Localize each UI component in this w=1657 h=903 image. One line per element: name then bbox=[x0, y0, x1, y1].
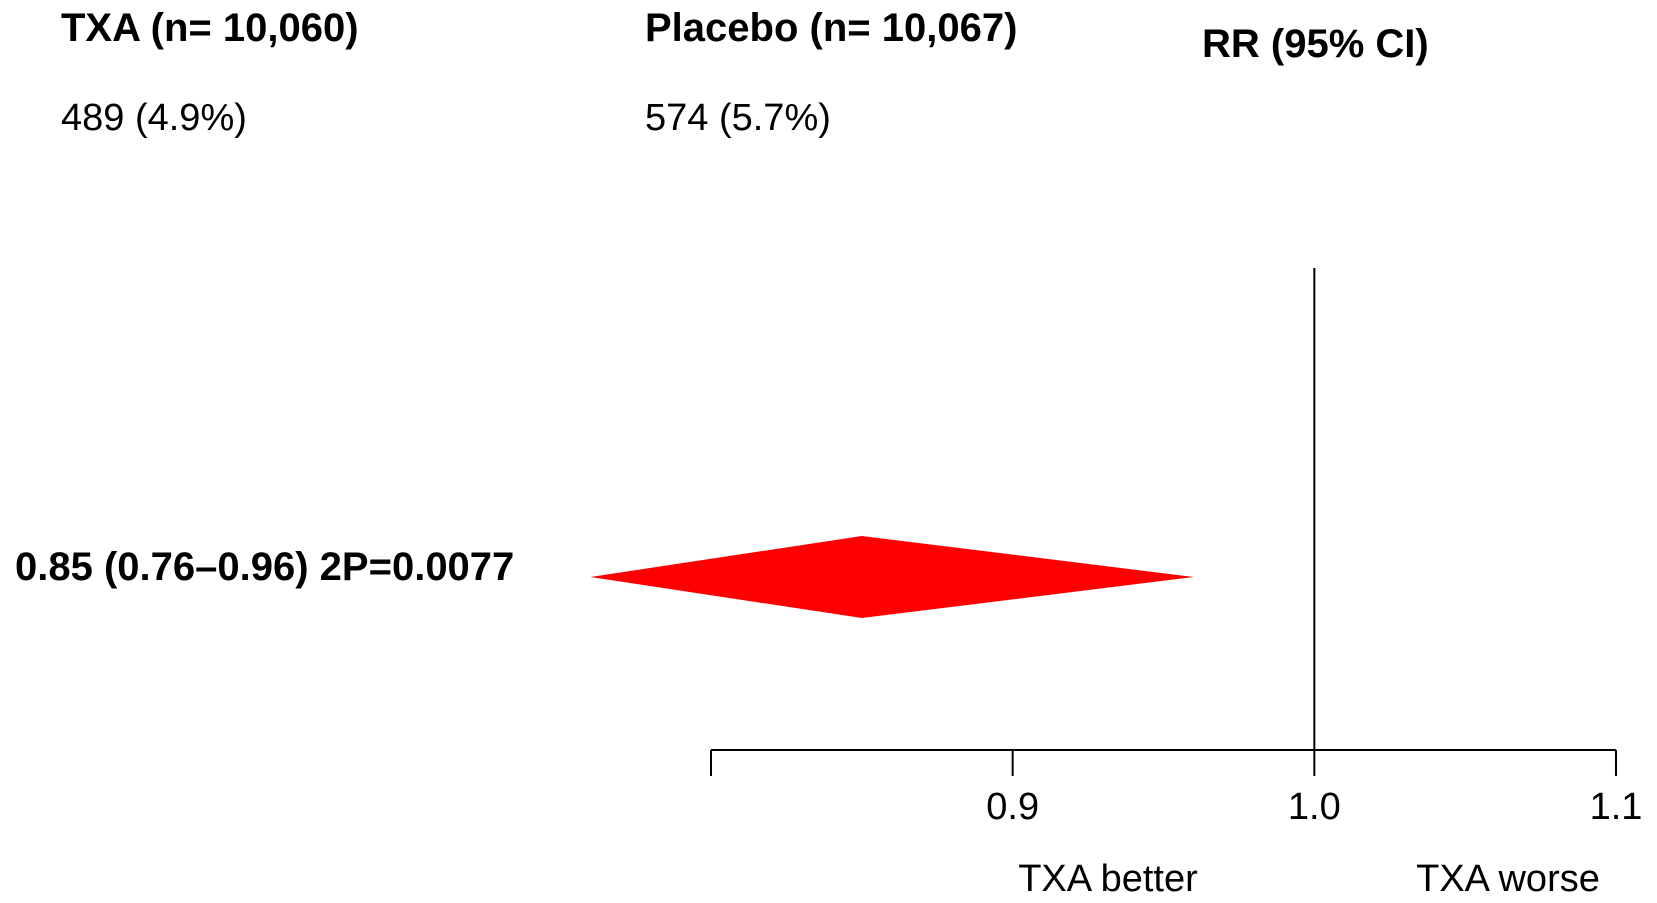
placebo-column-header: Placebo (n= 10,067) bbox=[645, 6, 1018, 50]
estimate-diamond bbox=[590, 536, 1194, 618]
x-axis-ticks: 0.9 1.0 1.1 bbox=[710, 750, 1643, 828]
rr-column-header: RR (95% CI) bbox=[1202, 22, 1429, 66]
placebo-events-value: 574 (5.7%) bbox=[645, 97, 831, 139]
x-tick-label: 1.0 bbox=[1288, 786, 1341, 828]
rr-result-label: 0.85 (0.76–0.96) 2P=0.0077 bbox=[15, 545, 515, 589]
txa-column-header: TXA (n= 10,060) bbox=[61, 6, 359, 50]
x-tick-label: 1.1 bbox=[1590, 786, 1643, 828]
txa-worse-label: TXA worse bbox=[1416, 858, 1600, 900]
x-tick-label: 0.9 bbox=[986, 786, 1039, 828]
txa-better-label: TXA better bbox=[1018, 858, 1198, 900]
txa-events-value: 489 (4.9%) bbox=[61, 97, 247, 139]
